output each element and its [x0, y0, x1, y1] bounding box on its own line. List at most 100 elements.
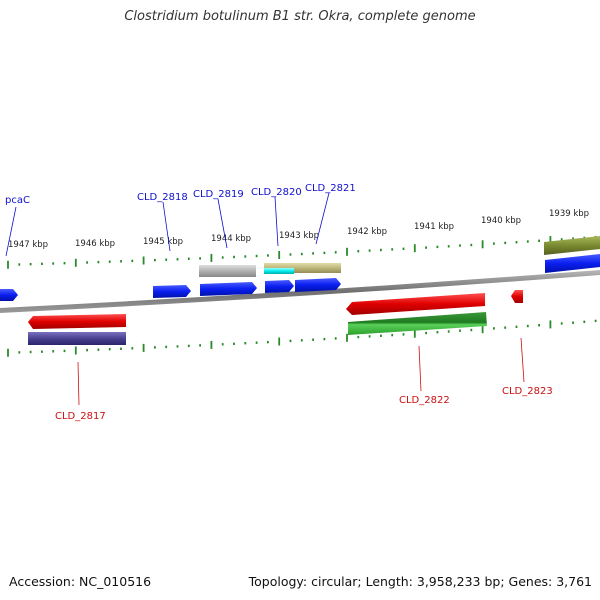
- accession-text: Accession: NC_010516: [9, 574, 152, 589]
- minor-tick: [18, 263, 21, 266]
- major-tick: [549, 320, 552, 329]
- minor-tick: [323, 337, 326, 341]
- major-tick: [549, 236, 552, 245]
- gene-label-CLD_2819[interactable]: CLD_2819: [193, 189, 244, 200]
- feature-olive: [544, 236, 600, 255]
- cds-CLD_2822-arrow: [346, 293, 485, 315]
- minor-tick: [300, 252, 303, 256]
- minor-tick: [255, 341, 258, 344]
- minor-tick: [176, 345, 179, 348]
- cds-CLD_2820-arrow: [265, 280, 294, 293]
- leader-CLD_2817: [77, 361, 80, 406]
- kbp-label: 1947 kbp: [8, 240, 48, 250]
- cds-blue-right-arrow: [545, 254, 600, 273]
- minor-tick: [594, 319, 597, 323]
- minor-tick: [18, 351, 21, 354]
- cds-CLD_2823-arrow: [511, 290, 523, 303]
- minor-tick: [312, 338, 314, 341]
- kbp-label: 1940 kbp: [481, 216, 521, 226]
- minor-tick: [86, 261, 88, 264]
- upper-tick-track: [7, 235, 597, 269]
- major-tick: [210, 340, 213, 349]
- minor-tick: [334, 337, 337, 340]
- minor-tick: [244, 342, 247, 345]
- reverse-features: [28, 290, 523, 345]
- minor-tick: [425, 331, 427, 335]
- major-tick: [481, 240, 484, 249]
- leader-CLD_2819: [217, 198, 228, 249]
- minor-tick: [515, 325, 518, 328]
- minor-tick: [526, 240, 529, 243]
- minor-tick: [436, 245, 439, 249]
- gene-label-CLD_2822[interactable]: CLD_2822: [399, 395, 450, 406]
- map-title: Clostridium botulinum B1 str. Okra, comp…: [124, 9, 476, 24]
- minor-tick: [29, 350, 32, 354]
- minor-tick: [108, 348, 111, 351]
- label-leaders: [5, 192, 525, 406]
- major-tick: [7, 348, 9, 357]
- minor-tick: [560, 322, 563, 325]
- minor-tick: [560, 238, 563, 241]
- minor-tick: [120, 347, 122, 350]
- minor-tick: [108, 260, 111, 263]
- minor-tick: [402, 247, 405, 250]
- minor-tick: [459, 329, 461, 332]
- minor-tick: [334, 251, 337, 254]
- gene-label-CLD_2820[interactable]: CLD_2820: [251, 187, 302, 198]
- gene-label-CLD_2817[interactable]: CLD_2817: [55, 411, 106, 422]
- minor-tick: [131, 259, 134, 263]
- major-tick: [278, 251, 281, 259]
- major-tick: [413, 329, 416, 338]
- minor-tick: [41, 350, 43, 353]
- leader-CLD_2820: [274, 196, 279, 247]
- minor-tick: [357, 250, 360, 253]
- minor-tick: [425, 246, 427, 249]
- minor-tick: [572, 321, 574, 324]
- kbp-label: 1941 kbp: [414, 222, 454, 232]
- minor-tick: [97, 260, 100, 264]
- major-tick: [74, 346, 77, 355]
- minor-tick: [583, 320, 586, 323]
- minor-tick: [267, 340, 269, 344]
- minor-tick: [526, 324, 529, 328]
- leader-pcaC: [5, 206, 17, 257]
- kbp-label: 1939 kbp: [549, 209, 589, 219]
- minor-tick: [538, 239, 540, 242]
- feature-green: [348, 312, 487, 335]
- minor-tick: [380, 248, 382, 252]
- minor-tick: [199, 257, 201, 260]
- major-tick: [142, 343, 145, 352]
- lower-tick-track: [7, 319, 597, 357]
- feature-purple: [28, 332, 126, 345]
- minor-tick: [368, 249, 371, 252]
- cds-CLD_2817-arrow: [28, 314, 126, 329]
- minor-tick: [572, 237, 574, 240]
- major-tick: [278, 337, 281, 346]
- cds-CLD_2819-arrow: [200, 282, 257, 296]
- leader-CLD_2823: [520, 337, 525, 383]
- kbp-labels: 1947 kbp 1946 kbp 1945 kbp 1944 kbp 1943…: [8, 209, 589, 250]
- minor-tick: [436, 331, 439, 334]
- gene-label-pcaC[interactable]: pcaC: [5, 195, 30, 206]
- minor-tick: [165, 345, 168, 349]
- minor-tick: [402, 333, 405, 336]
- feature-khaki: [264, 263, 341, 273]
- minor-tick: [391, 333, 394, 337]
- minor-tick: [504, 241, 507, 245]
- major-tick: [413, 244, 416, 253]
- minor-tick: [63, 262, 66, 265]
- major-tick: [210, 253, 213, 262]
- feature-grey: [199, 265, 256, 277]
- minor-tick: [493, 242, 495, 245]
- minor-tick: [447, 245, 450, 248]
- gene-label-CLD_2823[interactable]: CLD_2823: [502, 386, 553, 397]
- minor-tick: [52, 262, 55, 265]
- major-tick: [346, 333, 348, 342]
- gene-label-CLD_2821[interactable]: CLD_2821: [305, 183, 356, 194]
- minor-tick: [289, 339, 292, 343]
- major-tick: [142, 256, 145, 265]
- gene-label-CLD_2818[interactable]: CLD_2818: [137, 192, 188, 203]
- cds-CLD_2818-arrow: [153, 285, 191, 298]
- major-tick: [74, 258, 77, 267]
